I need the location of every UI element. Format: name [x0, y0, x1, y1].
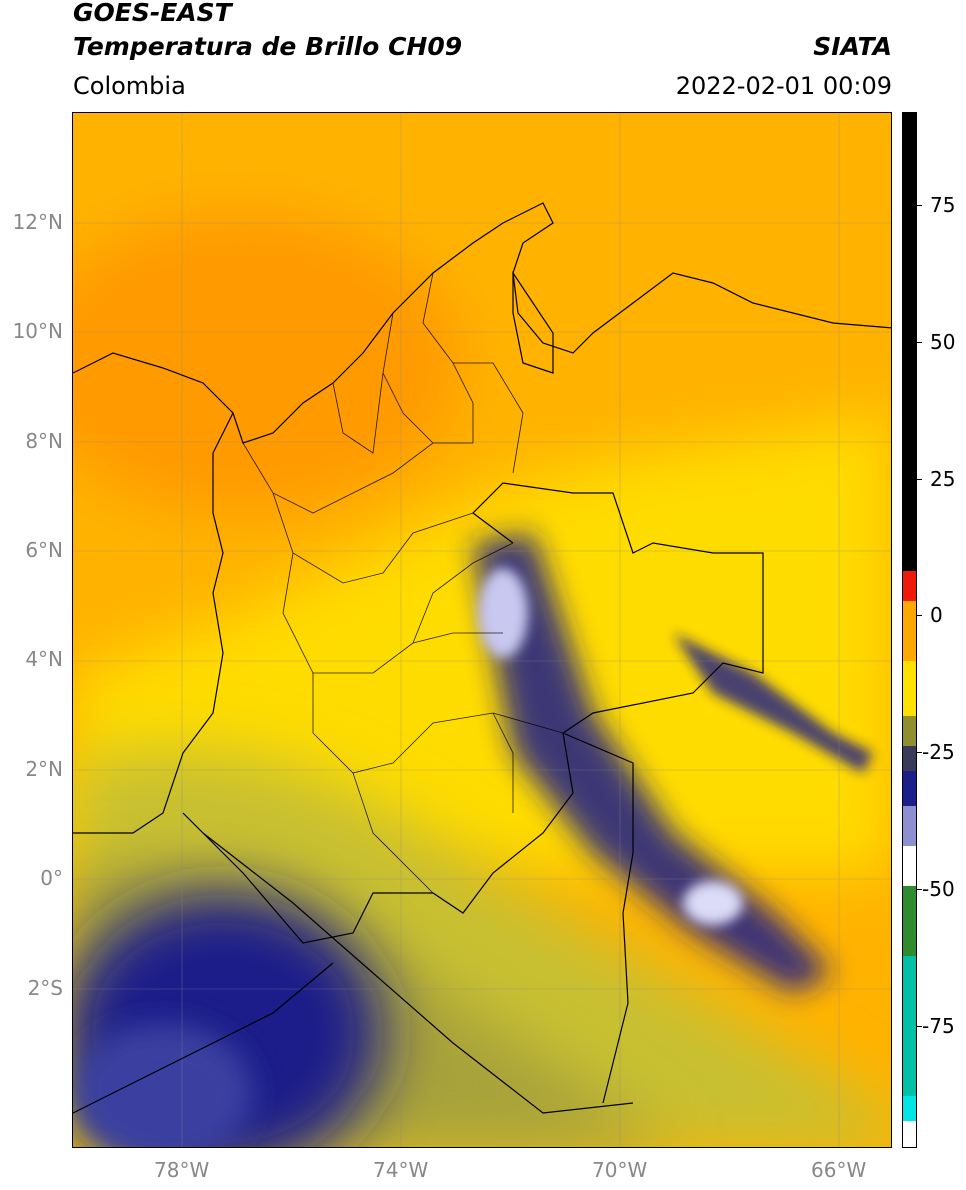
cloud-band	[473, 533, 833, 993]
lat-tick-label: 10°N	[12, 319, 63, 343]
lat-tick-label: 0°	[40, 866, 63, 890]
lon-tick-label: 70°W	[592, 1158, 648, 1182]
cb-tick-mark	[917, 342, 922, 343]
cb-cyan	[903, 1096, 916, 1121]
borders	[73, 202, 891, 1114]
cb-red	[903, 571, 916, 601]
lat-tick-label: 8°N	[25, 429, 63, 453]
datetime-label: 2022-02-01 00:09	[675, 72, 892, 100]
cb-white	[903, 846, 916, 886]
cb-tick-label: -25	[922, 740, 955, 764]
cb-black	[903, 113, 916, 571]
region-label: Colombia	[73, 72, 186, 100]
title-line-1: GOES-EAST	[73, 0, 232, 27]
colorbar-svg	[903, 113, 916, 1147]
cb-tick-mark	[917, 889, 922, 890]
lat-tick-label: 2°S	[27, 976, 63, 1000]
cb-orange	[903, 601, 916, 661]
cb-olive	[903, 716, 916, 746]
lat-tick-label: 4°N	[25, 647, 63, 671]
cb-tick-mark	[917, 1026, 922, 1027]
cb-tick-label: -50	[922, 877, 955, 901]
cb-tick-label: 25	[930, 467, 956, 491]
cb-tick-label: 75	[930, 193, 956, 217]
cb-tick-label: 0	[930, 603, 943, 627]
cb-lavender	[903, 806, 916, 846]
cb-navy	[903, 771, 916, 806]
lon-tick-label: 74°W	[373, 1158, 429, 1182]
cb-teal	[903, 956, 916, 1096]
lat-tick-label: 12°N	[12, 210, 63, 234]
grid	[73, 113, 891, 1147]
cb-tick-label: -75	[922, 1014, 955, 1038]
cloud-southwest-core	[73, 1023, 253, 1147]
lon-tick-label: 78°W	[154, 1158, 210, 1182]
cb-tick-mark	[917, 615, 922, 616]
cb-tick-mark	[917, 752, 922, 753]
colorbar	[902, 112, 917, 1148]
lat-tick-label: 2°N	[25, 757, 63, 781]
cb-yellow	[903, 661, 916, 716]
cb-dark	[903, 746, 916, 771]
cloud-core-2	[683, 881, 743, 925]
cb-tick-mark	[917, 205, 922, 206]
title-line-2: Temperatura de Brillo CH09	[73, 32, 463, 61]
satellite-map[interactable]	[72, 112, 892, 1148]
cb-tick-mark	[917, 479, 922, 480]
lon-tick-label: 66°W	[811, 1158, 867, 1182]
cloud-core-1	[478, 568, 528, 658]
map-svg	[73, 113, 891, 1147]
yellow-band	[73, 413, 891, 873]
cb-tick-label: 50	[930, 330, 956, 354]
internal-borders	[242, 272, 564, 894]
cb-bottom	[903, 1121, 916, 1147]
orange-area	[73, 213, 463, 513]
brand-label: SIATA	[813, 32, 892, 61]
cloud-east	[673, 633, 873, 773]
cb-green	[903, 886, 916, 956]
lat-tick-label: 6°N	[25, 538, 63, 562]
